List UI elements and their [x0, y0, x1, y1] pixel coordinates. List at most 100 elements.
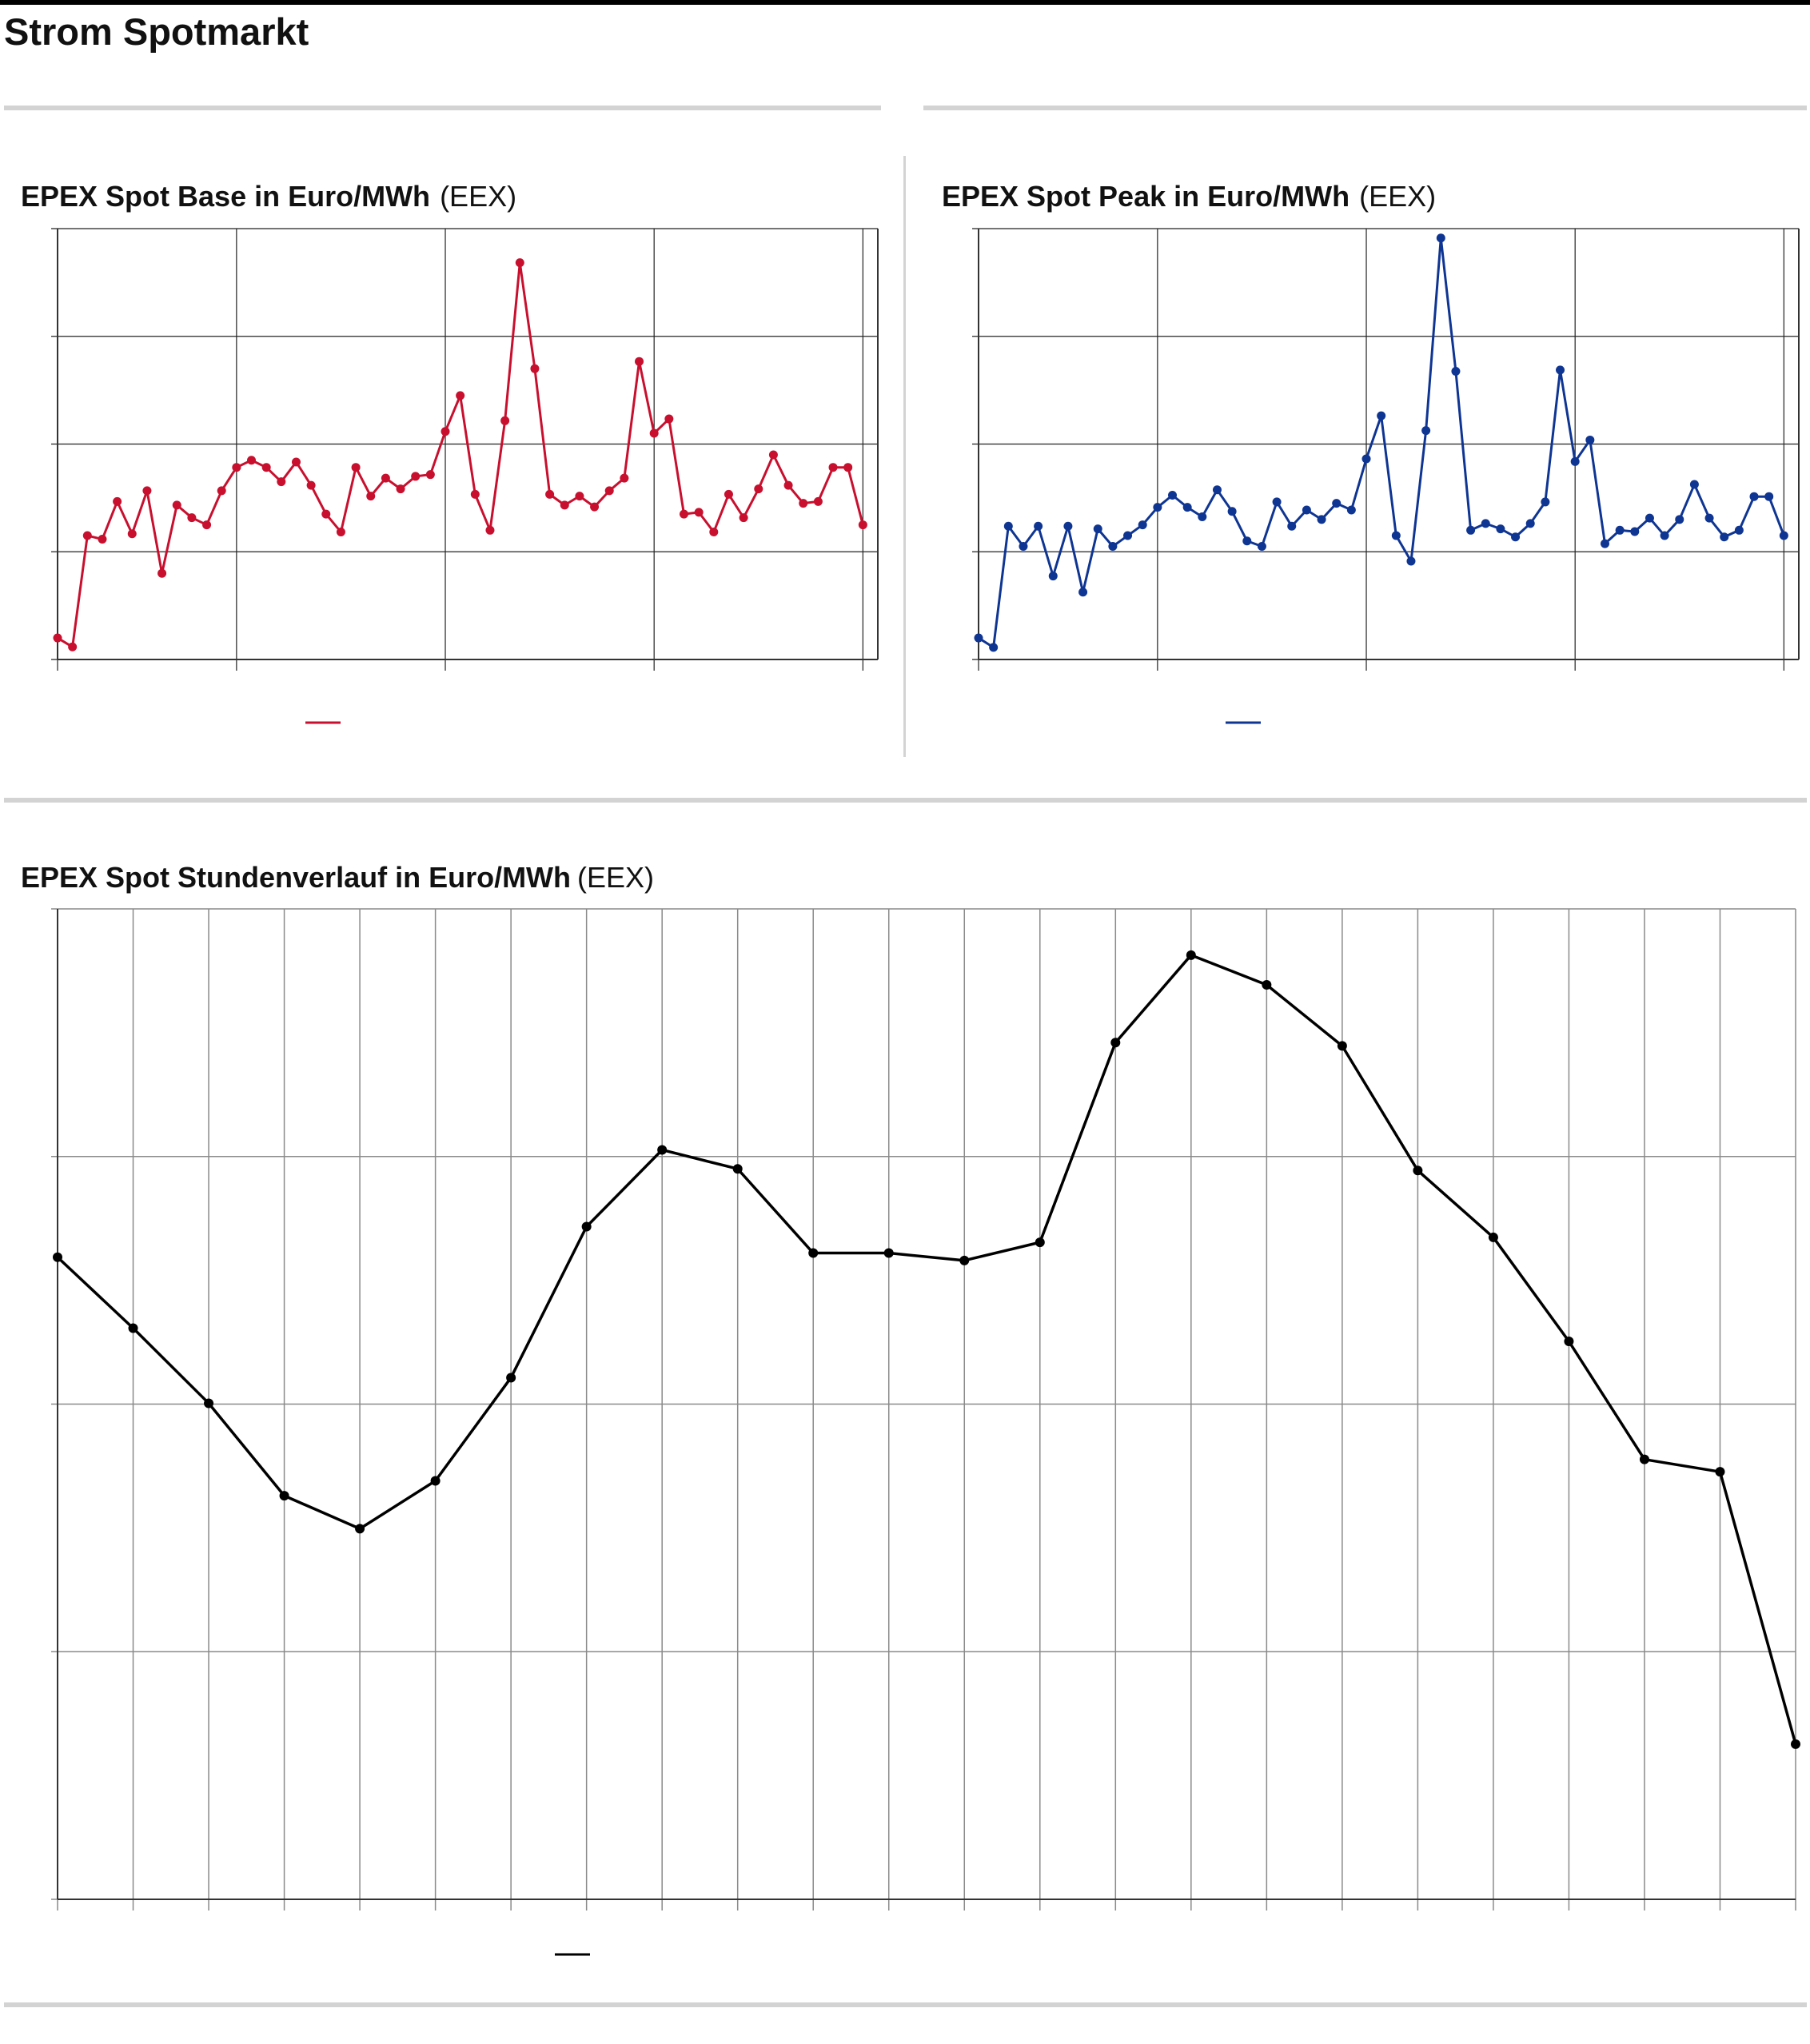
hourly-chart-title: EPEX Spot Stundenverlauf in Euro/MWh (EEX…: [21, 861, 655, 894]
data-point: [1451, 367, 1461, 377]
data-point: [1749, 492, 1759, 501]
data-point: [1212, 485, 1222, 495]
column-divider: [903, 156, 906, 757]
hourly-chart-source: (EEX): [577, 861, 655, 894]
data-point: [306, 480, 316, 490]
data-point: [500, 416, 510, 425]
data-point: [1317, 515, 1326, 524]
data-point: [1019, 542, 1028, 552]
data-point: [279, 1491, 289, 1501]
data-point: [396, 484, 405, 494]
data-point: [843, 463, 853, 472]
data-point: [1764, 492, 1774, 501]
data-point: [1525, 519, 1535, 528]
data-point: [1675, 515, 1684, 524]
series-line: [56, 954, 1797, 1745]
data-point: [1481, 519, 1490, 528]
data-point: [113, 496, 122, 506]
section-divider: [4, 106, 881, 110]
data-point: [142, 486, 152, 496]
section-divider: [923, 106, 1807, 110]
data-point: [1227, 507, 1237, 516]
data-point: [1168, 491, 1178, 500]
data-point: [1779, 531, 1788, 540]
data-point: [1704, 513, 1714, 523]
data-point: [1689, 480, 1699, 489]
data-point: [411, 472, 421, 481]
data-point: [858, 520, 867, 530]
data-point: [355, 1524, 365, 1534]
data-point: [1720, 532, 1729, 542]
data-point: [1660, 531, 1669, 540]
top-rule: [0, 0, 1810, 5]
data-point: [739, 513, 748, 523]
data-point: [425, 470, 435, 480]
data-point: [530, 364, 540, 373]
data-point: [217, 486, 226, 496]
data-point: [1093, 524, 1102, 534]
data-point: [768, 450, 778, 460]
data-point: [1337, 1041, 1347, 1051]
section-divider: [4, 2002, 1807, 2007]
data-point: [1377, 411, 1386, 420]
data-point: [1332, 499, 1342, 508]
data-point: [321, 509, 331, 519]
data-point: [1715, 1467, 1725, 1477]
data-point: [635, 357, 644, 366]
data-point: [974, 633, 983, 643]
data-point: [456, 391, 465, 400]
data-point: [127, 529, 137, 539]
data-point: [1639, 1454, 1649, 1464]
data-point: [1138, 520, 1147, 530]
data-point: [1257, 542, 1266, 552]
data-point: [1436, 233, 1445, 243]
data-point: [128, 1323, 138, 1333]
data-point: [1488, 1232, 1498, 1242]
data-point: [1302, 505, 1311, 515]
data-point: [1406, 556, 1416, 566]
data-point: [959, 1255, 970, 1265]
data-point: [1272, 497, 1282, 507]
data-point: [261, 463, 271, 472]
data-point: [1108, 542, 1118, 552]
data-point: [157, 568, 167, 578]
data-point: [1391, 531, 1401, 540]
data-point: [649, 428, 659, 438]
data-point: [694, 508, 704, 517]
data-point: [172, 500, 181, 510]
data-point: [98, 535, 107, 544]
data-point: [724, 489, 733, 499]
data-point: [754, 484, 763, 494]
data-point: [485, 525, 495, 535]
data-point: [1791, 1739, 1800, 1749]
data-point: [604, 486, 614, 496]
data-point: [664, 414, 674, 424]
data-point: [1466, 525, 1476, 535]
data-point: [828, 463, 838, 472]
data-point: [187, 513, 197, 523]
data-point: [1198, 512, 1207, 521]
data-point: [783, 480, 793, 490]
data-point: [1734, 525, 1744, 535]
data-point: [1242, 536, 1252, 546]
data-point: [291, 457, 301, 467]
data-point: [1153, 503, 1162, 512]
data-point: [1123, 531, 1133, 540]
data-point: [1034, 521, 1043, 531]
data-point: [1003, 521, 1013, 531]
data-point: [351, 463, 361, 472]
data-point: [560, 500, 569, 510]
data-point: [575, 492, 584, 501]
peak-chart-source: (EEX): [1359, 180, 1437, 213]
peak-chart-title: EPEX Spot Peak in Euro/MWh (EEX): [942, 180, 1437, 213]
data-point: [470, 489, 480, 499]
data-point: [799, 499, 808, 508]
data-point: [545, 489, 555, 499]
data-point: [1182, 503, 1192, 512]
data-point: [1645, 513, 1654, 523]
data-point: [277, 477, 286, 487]
data-point: [1600, 539, 1609, 548]
data-point: [232, 463, 241, 472]
data-point: [1570, 456, 1580, 466]
data-point: [1496, 524, 1505, 534]
